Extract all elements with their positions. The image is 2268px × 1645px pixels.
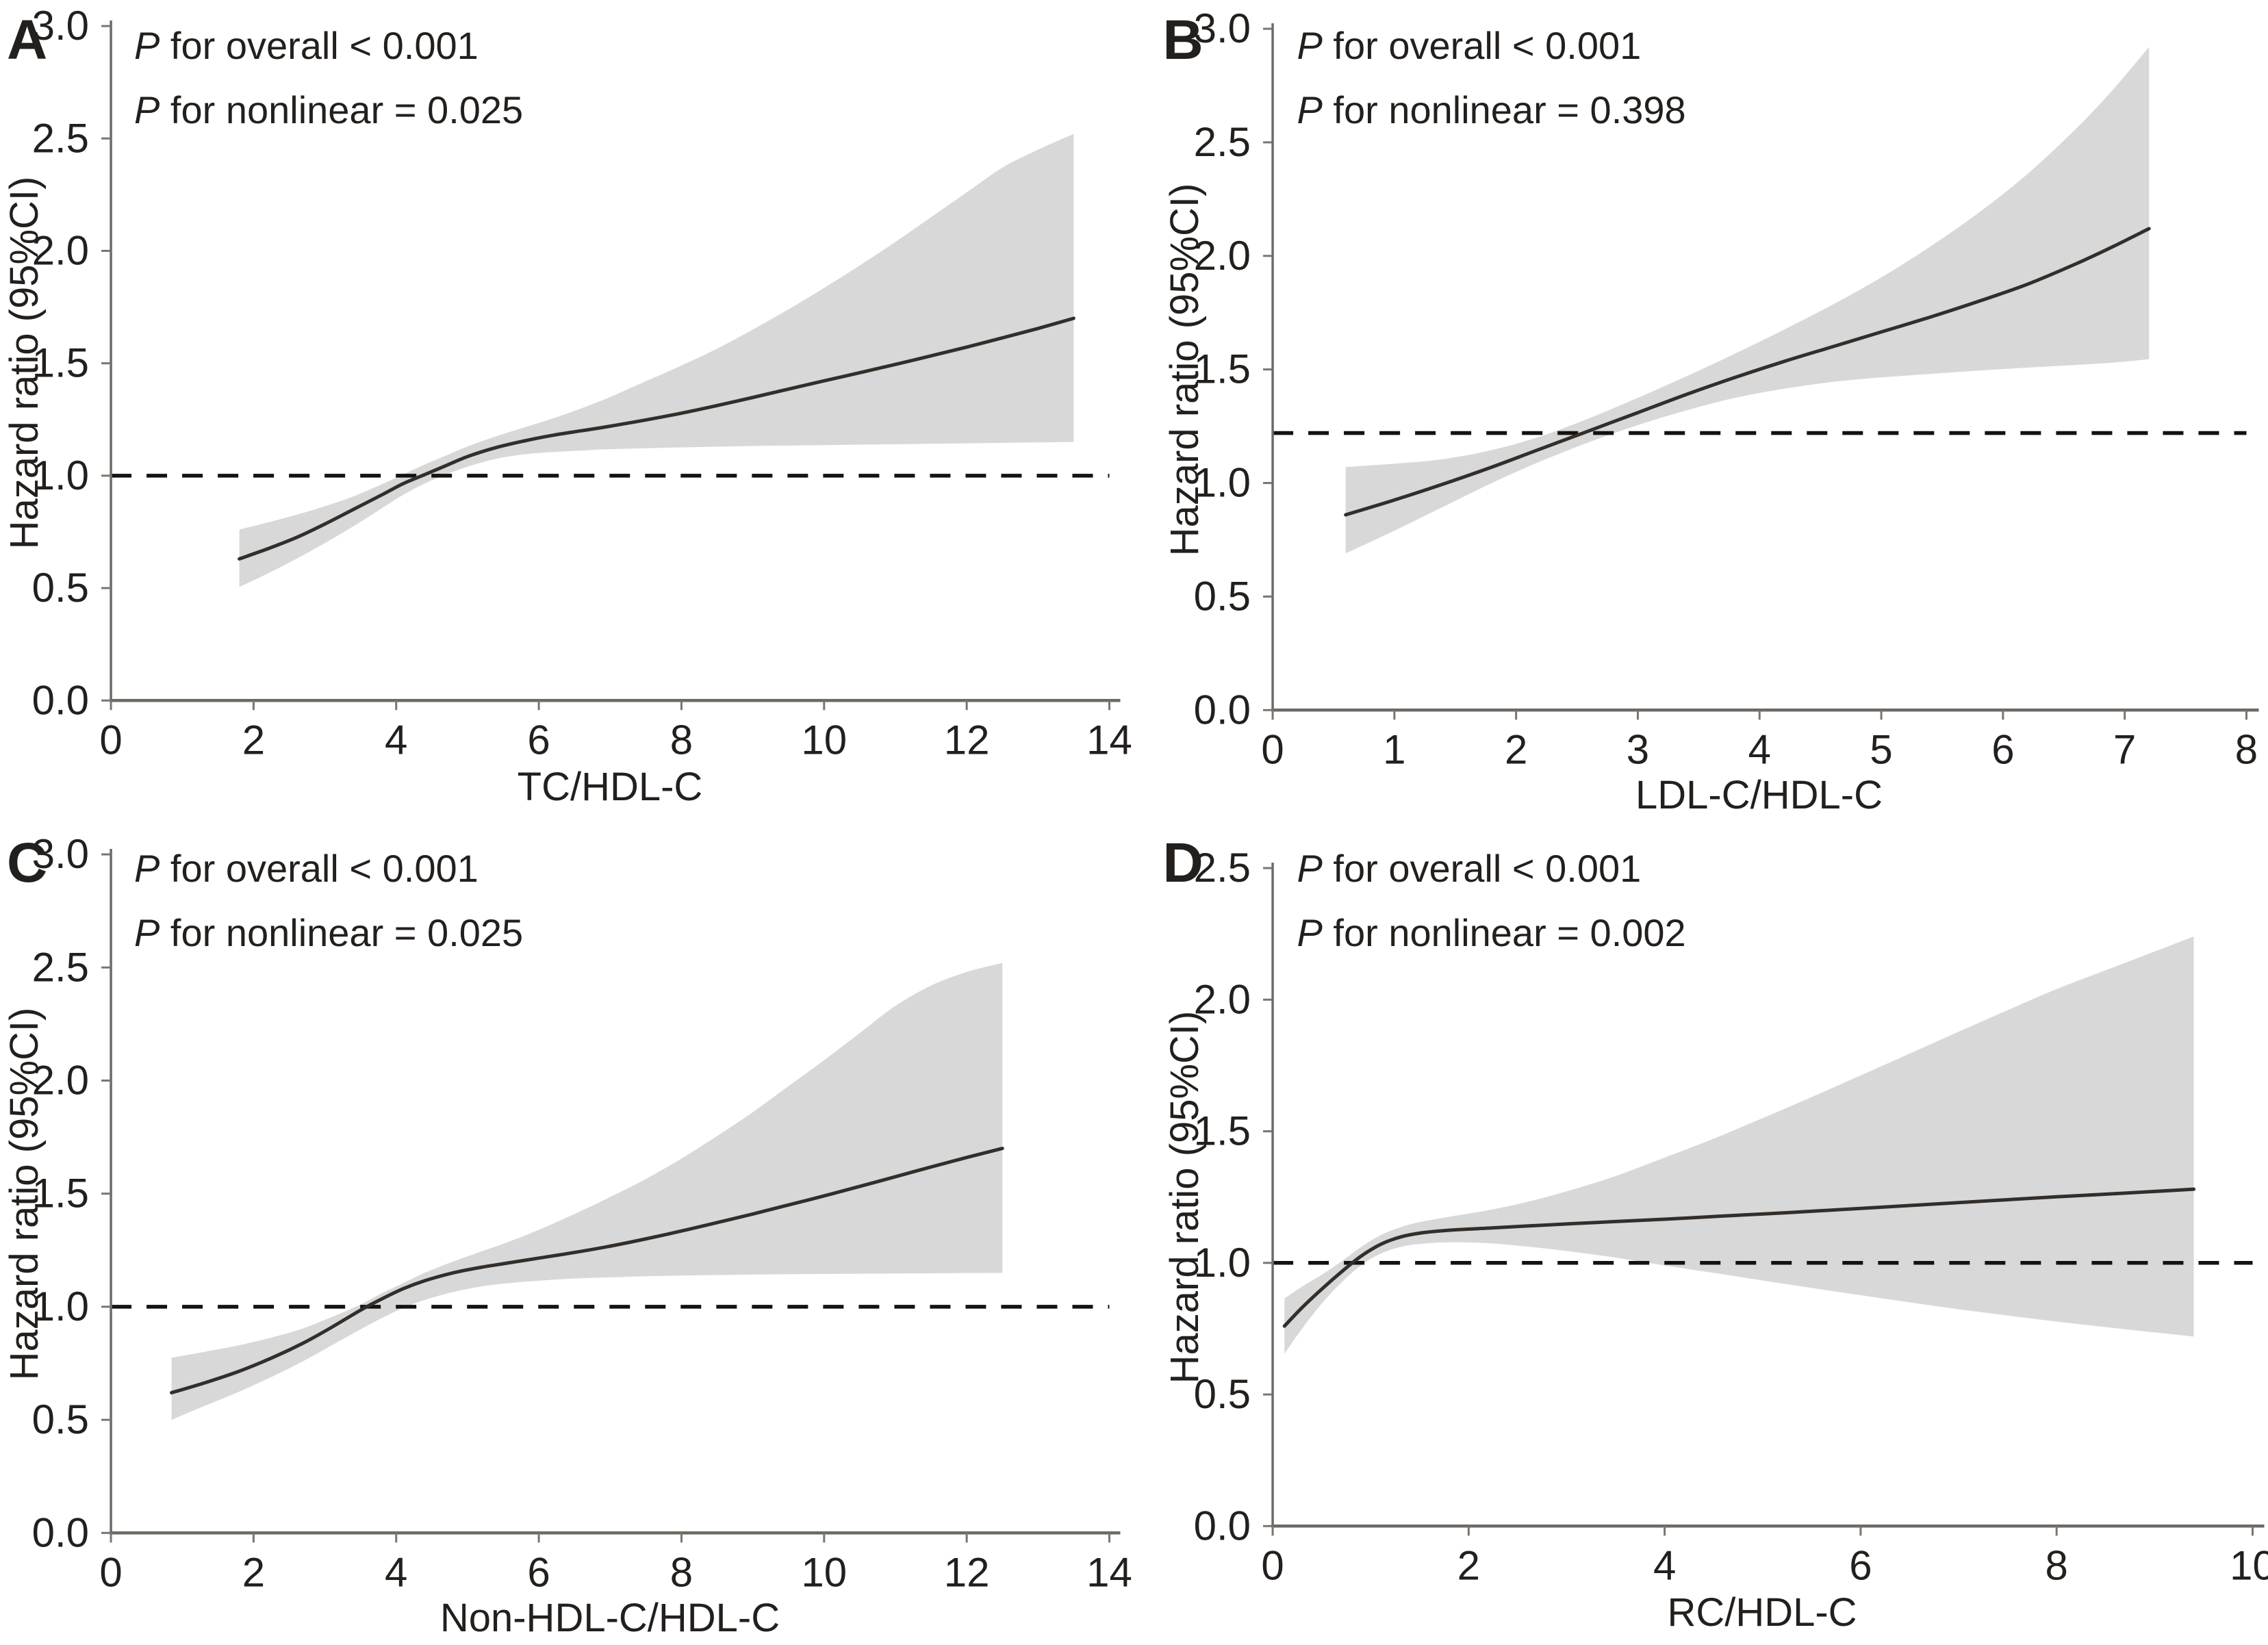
x-tick-label: 8 [670,717,693,763]
x-tick-label: 4 [1653,1542,1675,1588]
y-tick-label: 3.0 [32,831,89,877]
y-tick-label: 2.5 [32,115,89,161]
x-tick-label: 3 [1626,726,1648,772]
hazard-ratio-curve [170,1146,1004,1394]
x-tick-label: 7 [2113,726,2135,772]
y-tick-label: 0.0 [1193,1503,1250,1548]
y-tick-label: 2.5 [1193,845,1250,891]
confidence-band [171,962,1003,1420]
chart-b: 0.0 0.5 1.0 1.5 2.0 2.5 3.0 0 1 2 3 4 5 6 7 8 [1193,5,2258,772]
y-tick-label: 2.0 [32,227,89,273]
y-tick-label: 1.0 [1193,1239,1250,1285]
y-tick-label: 1.5 [32,1170,89,1216]
x-tick-label: 0 [1261,1542,1284,1588]
p-value-block: P for overall < 0.001 P for nonlinear = … [1297,14,1686,142]
x-axis-title: TC/HDL-C [517,765,703,809]
p-nonlinear-text: P for nonlinear = 0.025 [134,88,524,131]
p-overall-text: P for overall < 0.001 [1297,24,1642,67]
p-overall-text: P for overall < 0.001 [134,24,479,67]
y-tick-label: 0.0 [1193,687,1250,732]
x-tick-label: 2 [242,717,265,763]
confidence-band [239,133,1074,587]
panel-letter-b: B [1162,9,1203,71]
y-tick-label: 0.5 [1193,573,1250,619]
y-tick-label: 0.0 [32,1509,89,1555]
p-nonlinear-text: P for nonlinear = 0.002 [1297,910,1686,954]
panel-letter-d: D [1162,831,1203,894]
x-tick-label: 8 [2234,726,2257,772]
y-axis-title: Hazard ratio (95%CI) [2,1007,47,1380]
panel-a: 0.0 0.5 1.0 1.5 2.0 2.5 3.0 0 2 4 6 8 10 12 14 A P for… [0,0,1134,823]
x-tick-label: 8 [670,1549,693,1595]
x-tick-label: 6 [527,1549,550,1595]
chart-a: 0.0 0.5 1.0 1.5 2.0 2.5 3.0 0 2 4 6 8 10 12 14 [32,3,1132,763]
y-tick-label: 2.5 [1193,119,1250,165]
panel-c: 0.0 0.5 1.0 1.5 2.0 2.5 3.0 0 2 4 6 8 10 12 14 C P for… [0,823,1134,1645]
x-tick-label: 4 [385,717,407,763]
chart-d: 0.0 0.5 1.0 1.5 2.0 2.5 0 2 4 6 8 10 [1193,845,2268,1588]
x-tick-label: 2 [1504,726,1527,772]
x-tick-label: 2 [1457,1542,1479,1588]
y-tick-label: 1.0 [32,1283,89,1329]
chart-c: 0.0 0.5 1.0 1.5 2.0 2.5 3.0 0 2 4 6 8 10 12 14 [32,831,1132,1595]
x-tick-label: 1 [1383,726,1405,772]
p-value-block: P for overall < 0.001 P for nonlinear = … [134,14,523,142]
y-axis-title: Hazard ratio (95%CI) [1162,1010,1207,1383]
p-nonlinear-text: P for nonlinear = 0.025 [134,910,524,954]
x-tick-label: 8 [2045,1542,2067,1588]
hazard-ratio-curve [1282,1187,2195,1328]
p-overall-text: P for overall < 0.001 [1297,846,1642,890]
panel-letter-c: C [7,831,48,894]
x-tick-label: 12 [944,1549,990,1595]
x-tick-label: 12 [944,717,990,763]
x-tick-label: 10 [801,1549,847,1595]
panel-letter-a: A [7,9,48,71]
y-tick-label: 1.0 [1193,460,1250,506]
x-tick-label: 6 [527,717,550,763]
p-value-block: P for overall < 0.001 P for nonlinear = … [134,837,523,965]
y-tick-label: 3.0 [1193,5,1250,51]
y-tick-label: 0.5 [32,1397,89,1442]
y-tick-label: 1.0 [32,452,89,498]
hazard-ratio-curve [238,316,1075,561]
x-tick-label: 0 [1261,726,1284,772]
y-tick-label: 0.5 [1193,1371,1250,1417]
panel-d: 0.0 0.5 1.0 1.5 2.0 2.5 0 2 4 6 8 10 D P for overal… [1134,823,2268,1645]
x-tick-label: 4 [1748,726,1770,772]
x-tick-label: 10 [2230,1542,2268,1588]
x-tick-label: 0 [99,717,122,763]
y-tick-label: 2.5 [32,944,89,990]
x-tick-label: 14 [1086,1549,1132,1595]
x-tick-label: 2 [242,1549,265,1595]
x-tick-label: 4 [385,1549,407,1595]
p-overall-text: P for overall < 0.001 [134,846,479,890]
y-tick-label: 1.5 [1193,1108,1250,1153]
x-tick-label: 14 [1086,717,1132,763]
y-tick-label: 2.0 [1193,233,1250,279]
panel-b: 0.0 0.5 1.0 1.5 2.0 2.5 3.0 0 1 2 3 4 5 6 7 8 B P for o… [1134,0,2268,823]
hazard-ratio-curve [1343,227,2151,517]
x-tick-label: 10 [801,717,847,763]
p-value-block: P for overall < 0.001 P for nonlinear = … [1297,837,1686,965]
x-axis-title: LDL-C/HDL-C [1635,773,1883,817]
confidence-band [1284,936,2194,1353]
x-tick-label: 6 [1849,1542,1872,1588]
y-tick-label: 0.5 [32,565,89,611]
p-nonlinear-text: P for nonlinear = 0.398 [1297,88,1686,131]
x-tick-label: 0 [99,1549,122,1595]
y-tick-label: 0.0 [32,677,89,723]
confidence-band [1345,47,2149,554]
y-tick-label: 1.5 [1193,346,1250,392]
y-tick-label: 2.0 [32,1057,89,1103]
x-axis-title: Non-HDL-C/HDL-C [439,1595,780,1640]
x-axis-title: RC/HDL-C [1667,1590,1857,1635]
x-tick-label: 6 [1991,726,2014,772]
y-tick-label: 2.0 [1193,976,1250,1022]
y-tick-label: 1.5 [32,340,89,386]
y-axis-title: Hazard ratio (95%CI) [2,176,47,550]
y-axis-title: Hazard ratio (95%CI) [1162,183,1207,557]
x-tick-label: 5 [1870,726,1892,772]
y-tick-label: 3.0 [32,3,89,49]
